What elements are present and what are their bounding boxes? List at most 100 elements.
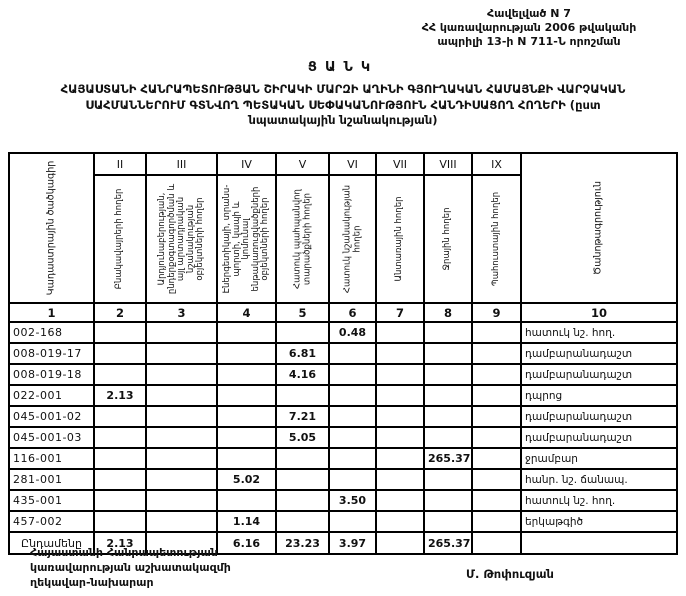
value-cell: 265.37 bbox=[423, 531, 473, 555]
value-cell bbox=[375, 468, 425, 491]
cadastral-code-cell: 281-001 bbox=[8, 468, 95, 491]
cadastral-code-cell: 045-001-02 bbox=[8, 405, 95, 428]
col-number: 10 bbox=[520, 302, 678, 323]
value-cell bbox=[328, 384, 377, 407]
value-cell bbox=[375, 531, 425, 555]
value-cell bbox=[145, 321, 218, 344]
cadastral-code-cell: 435-001 bbox=[8, 489, 95, 512]
value-cell bbox=[145, 489, 218, 512]
roman-vi: VI bbox=[328, 152, 377, 176]
value-cell bbox=[145, 426, 218, 449]
value-cell bbox=[423, 426, 473, 449]
value-cell bbox=[216, 384, 277, 407]
value-cell: 2.13 bbox=[93, 384, 147, 407]
header-remark: Ծանոթագրություն bbox=[520, 152, 678, 304]
value-cell bbox=[375, 447, 425, 470]
value-cell bbox=[93, 321, 147, 344]
header-settlement-lands: Բնակավայրերի հողեր bbox=[93, 174, 147, 304]
signatory-name: Մ. Թոփուզյան bbox=[466, 567, 554, 581]
value-cell bbox=[375, 384, 425, 407]
value-cell bbox=[375, 342, 425, 365]
value-cell bbox=[375, 363, 425, 386]
value-cell: 265.37 bbox=[423, 447, 473, 470]
header-protected-area-lands-label: Հատուկ պահպանվող տարածքների հողեր bbox=[291, 189, 312, 289]
cadastral-code-cell: 116-001 bbox=[8, 447, 95, 470]
page-subtitle: ՀԱՅԱՍՏԱՆԻ ՀԱՆՐԱՊԵՏՈՒԹՅԱՆ ՇԻՐԱԿԻ ՄԱՐԶԻ ԱՂ… bbox=[13, 82, 673, 129]
header-special-purpose-lands-label: Հատուկ նշանակության հողեր bbox=[341, 184, 362, 294]
col-number: 1 bbox=[8, 302, 95, 323]
value-cell: 1.14 bbox=[216, 510, 277, 533]
table-row: 045-001-02 7.21 դամբարանադաշտ bbox=[8, 405, 678, 428]
header-cadastral-code-label: Կադաստրային ծածկագիր bbox=[45, 160, 57, 296]
table-row: 116-001 265.37 ջրամբար bbox=[8, 447, 678, 470]
value-cell bbox=[93, 342, 147, 365]
table-row: 002-168 0.48 հատուկ նշ. հող. bbox=[8, 321, 678, 344]
value-cell bbox=[275, 321, 330, 344]
value-cell bbox=[328, 447, 377, 470]
value-cell bbox=[275, 510, 330, 533]
table-row: 457-002 1.14 երկաթգիծ bbox=[8, 510, 678, 533]
value-cell bbox=[93, 468, 147, 491]
value-cell bbox=[93, 510, 147, 533]
value-cell bbox=[375, 405, 425, 428]
header-remark-label: Ծանոթագրություն bbox=[592, 181, 604, 275]
total-row: Ընդամենը 2.13 6.16 23.23 3.97 265.37 bbox=[8, 531, 678, 555]
value-cell bbox=[471, 321, 522, 344]
value-cell bbox=[471, 447, 522, 470]
value-cell bbox=[145, 363, 218, 386]
value-cell bbox=[216, 342, 277, 365]
value-cell: 23.23 bbox=[275, 531, 330, 555]
header-reserve-lands: Պահուստային հողեր bbox=[471, 174, 522, 304]
annex-line-1: Հավելված N 7 bbox=[487, 7, 571, 20]
table-row: 045-001-03 5.05 դամբարանադաշտ bbox=[8, 426, 678, 449]
value-cell: 6.81 bbox=[275, 342, 330, 365]
header-cadastral-code: Կադաստրային ծածկագիր bbox=[8, 152, 95, 304]
header-industrial-lands: Արդյունաբերության, ընդերքօգտագործման և ա… bbox=[145, 174, 218, 304]
remark-cell: հատուկ նշ. հող. bbox=[520, 321, 678, 344]
value-cell bbox=[471, 363, 522, 386]
remark-cell: դպրոց bbox=[520, 384, 678, 407]
signatory-title-line-1: Հայաստանի Հանրապետության bbox=[30, 546, 218, 559]
value-cell bbox=[423, 363, 473, 386]
value-cell: 7.21 bbox=[275, 405, 330, 428]
subtitle-line-1: ՀԱՅԱՍՏԱՆԻ ՀԱՆՐԱՊԵՏՈՒԹՅԱՆ ՇԻՐԱԿԻ ՄԱՐԶԻ ԱՂ… bbox=[60, 82, 626, 96]
column-header-row: Բնակավայրերի հողեր Արդյունաբերության, ըն… bbox=[9, 174, 677, 304]
table-body: 002-168 0.48 հատուկ նշ. հող. 008-019-17 6.81… bbox=[8, 321, 678, 555]
value-cell bbox=[328, 468, 377, 491]
value-cell bbox=[328, 363, 377, 386]
roman-v: V bbox=[275, 152, 330, 176]
value-cell bbox=[471, 489, 522, 512]
value-cell bbox=[423, 321, 473, 344]
value-cell bbox=[93, 489, 147, 512]
value-cell: 2.13 bbox=[93, 531, 147, 555]
col-number: 8 bbox=[423, 302, 473, 323]
value-cell: 3.50 bbox=[328, 489, 377, 512]
roman-vii: VII bbox=[375, 152, 425, 176]
roman-ii: II bbox=[93, 152, 147, 176]
value-cell: 0.48 bbox=[328, 321, 377, 344]
value-cell: 5.05 bbox=[275, 426, 330, 449]
table-row: 008-019-18 4.16 դամբարանադաշտ bbox=[8, 363, 678, 386]
value-cell bbox=[216, 363, 277, 386]
value-cell bbox=[471, 426, 522, 449]
value-cell bbox=[275, 468, 330, 491]
header-energy-transport-lands-label: Էներգետիկայի, տրանս­պորտի, կապի և կոմուն… bbox=[221, 184, 270, 294]
value-cell bbox=[145, 468, 218, 491]
roman-iii: III bbox=[145, 152, 218, 176]
value-cell bbox=[471, 405, 522, 428]
value-cell: 4.16 bbox=[275, 363, 330, 386]
col-number: 6 bbox=[328, 302, 377, 323]
value-cell bbox=[145, 384, 218, 407]
cadastral-code-cell: 457-002 bbox=[8, 510, 95, 533]
header-reserve-lands-label: Պահուստային հողեր bbox=[490, 191, 501, 287]
roman-ix: IX bbox=[471, 152, 522, 176]
header-water-lands-label: Ջրային հողեր bbox=[442, 207, 453, 271]
col-number: 7 bbox=[375, 302, 425, 323]
value-cell: 3.97 bbox=[328, 531, 377, 555]
header-settlement-lands-label: Բնակավայրերի հողեր bbox=[114, 188, 125, 290]
value-cell bbox=[471, 531, 522, 555]
subtitle-line-3: նպատակային նշանակության) bbox=[248, 113, 438, 128]
value-cell bbox=[375, 510, 425, 533]
value-cell bbox=[145, 447, 218, 470]
